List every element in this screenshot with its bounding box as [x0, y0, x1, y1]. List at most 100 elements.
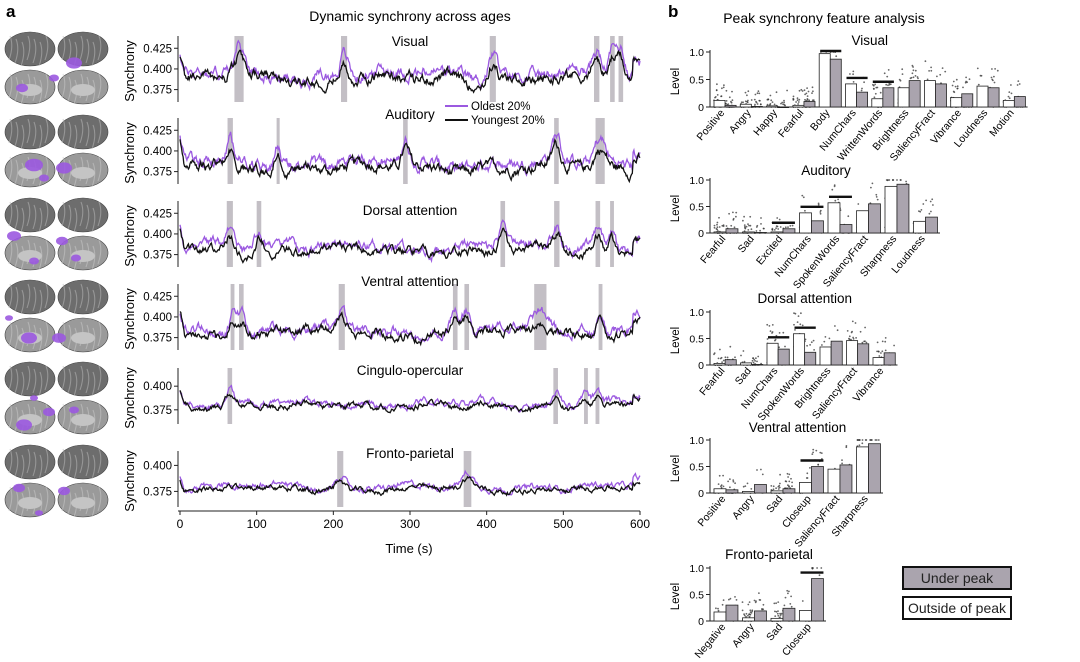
data-point: [871, 439, 873, 441]
data-point: [797, 101, 800, 103]
y-tick-label: 0: [698, 616, 704, 628]
brain-sulcus: [61, 403, 66, 429]
data-point: [888, 82, 891, 85]
brain-sulcus: [97, 283, 102, 309]
y-tick-label: 0.375: [143, 250, 172, 262]
bar-outside-spokenwords: [793, 333, 806, 366]
brain-sulcus: [14, 204, 19, 230]
data-point: [755, 230, 758, 232]
brain-group-4: [4, 279, 109, 353]
data-point: [755, 600, 757, 603]
data-point: [806, 95, 809, 97]
data-point: [746, 94, 748, 97]
brain-sulcus: [61, 365, 66, 391]
brain-activation-spot: [66, 57, 82, 69]
data-point: [721, 603, 724, 606]
bar-under-vibrance: [961, 93, 974, 108]
series-oldest-line: [179, 384, 641, 413]
brain-group-5: [4, 361, 109, 435]
brain-sulcus: [14, 242, 19, 268]
data-point: [820, 567, 823, 569]
data-point: [952, 90, 955, 93]
peak-band: [239, 284, 244, 350]
y-tick-label: 0.400: [143, 312, 172, 324]
bar-outside-saliencyfract: [924, 80, 936, 108]
data-point: [728, 212, 730, 215]
data-point: [778, 486, 781, 489]
brain-sulcus: [38, 41, 43, 67]
category-label: Fearful: [776, 107, 806, 140]
brain-sulcus: [73, 207, 78, 233]
data-point: [873, 96, 876, 99]
brain-sulcus: [67, 204, 72, 230]
peak-band: [338, 284, 345, 350]
brain-activation-spot: [56, 162, 72, 174]
data-point: [837, 198, 839, 201]
data-point: [713, 352, 716, 354]
data-point: [771, 101, 774, 103]
data-point: [873, 88, 875, 90]
data-point: [807, 90, 810, 93]
brain-sulcus: [32, 368, 37, 394]
bar-outside-vibrance: [872, 357, 885, 366]
data-point: [797, 315, 800, 317]
data-point: [766, 323, 769, 326]
brain-sulcus: [8, 365, 13, 391]
peak-band: [618, 36, 624, 102]
brain-sulcus: [8, 321, 13, 347]
y-tick-label: 0.5: [689, 75, 704, 87]
data-point: [771, 324, 774, 326]
data-point: [790, 605, 793, 608]
data-point: [735, 211, 738, 214]
bar-outside-numchars: [845, 83, 857, 108]
y-tick-label: 0.375: [143, 333, 172, 345]
data-point: [874, 83, 876, 86]
data-point: [775, 227, 777, 230]
data-point: [800, 88, 803, 91]
y-tick-label: 0.375: [143, 167, 172, 179]
data-point: [749, 611, 752, 613]
brain-sulcus: [73, 289, 78, 315]
brain-sulcus: [14, 451, 19, 477]
data-point: [794, 329, 796, 331]
data-point: [848, 335, 851, 338]
bar-panel-title: Visual: [852, 33, 889, 48]
data-point: [852, 73, 854, 76]
data-point: [789, 225, 792, 227]
data-point: [930, 66, 932, 69]
data-point: [886, 75, 889, 78]
data-point: [727, 480, 729, 483]
bar-under-numchars: [777, 348, 790, 366]
data-point: [899, 179, 902, 181]
y-axis-label: Synchrony: [122, 450, 137, 512]
data-point: [852, 336, 854, 339]
data-point: [744, 100, 747, 103]
brain-maps: [4, 31, 109, 518]
data-point: [850, 338, 852, 341]
y-tick-label: 0.400: [143, 229, 172, 241]
data-point: [851, 320, 854, 323]
data-point: [768, 325, 771, 327]
brain-sulcus: [32, 204, 37, 230]
data-point: [928, 70, 930, 72]
brain-sulcus: [20, 41, 25, 67]
bar-under-saliencyfract: [935, 83, 947, 108]
data-point: [786, 472, 789, 475]
data-point: [754, 360, 756, 362]
brain-sulcus: [91, 41, 96, 67]
data-point: [732, 479, 735, 481]
brain-activation-spot: [43, 407, 55, 417]
data-point: [771, 331, 774, 333]
data-point: [794, 312, 797, 315]
brain-sulcus: [61, 35, 66, 61]
data-point: [743, 614, 746, 617]
data-point: [917, 77, 919, 80]
timecourse-fronto-parietal: 0.400 0.375 Synchrony Fronto-parietal 0 100 20…: [122, 446, 650, 531]
data-point: [787, 592, 789, 595]
brain-sulcus: [8, 73, 13, 99]
data-point: [716, 223, 718, 226]
data-point: [851, 330, 853, 333]
data-point: [770, 99, 773, 102]
brain-sulcus: [67, 451, 72, 477]
data-point: [877, 350, 880, 353]
